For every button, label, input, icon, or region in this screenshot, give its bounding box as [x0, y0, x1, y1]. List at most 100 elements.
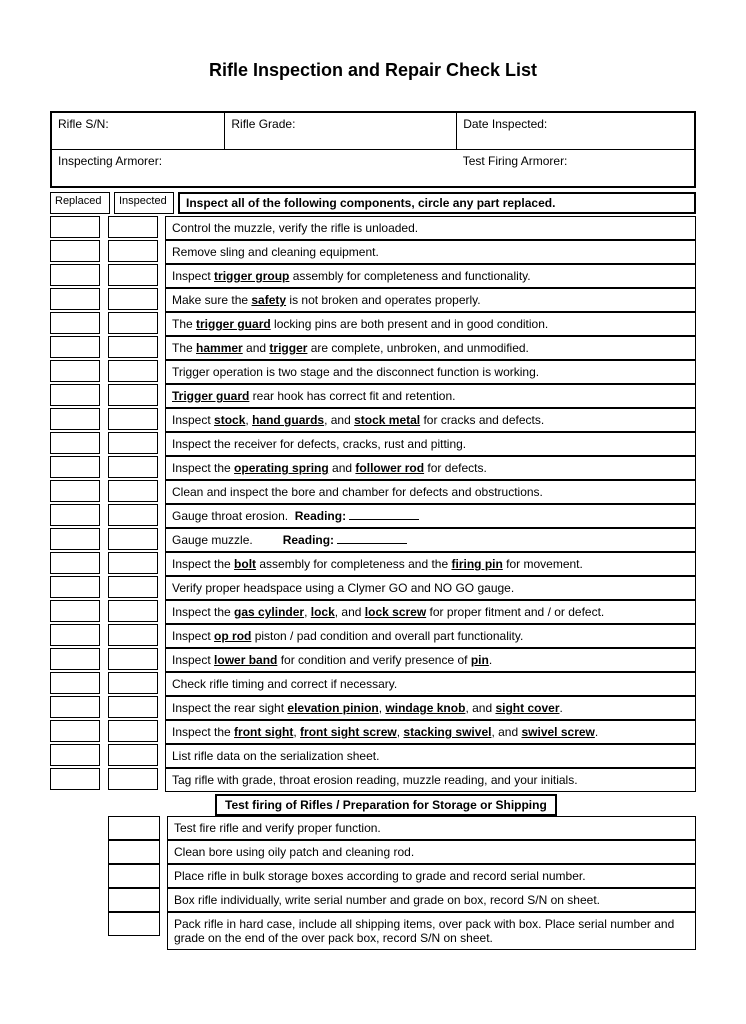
column-header-row: Replaced Inspected Inspect all of the fo…	[50, 192, 696, 214]
replaced-checkbox[interactable]	[50, 336, 100, 358]
replaced-checkbox[interactable]	[50, 720, 100, 742]
replaced-checkbox[interactable]	[50, 672, 100, 694]
check-row: Trigger guard rear hook has correct fit …	[50, 384, 696, 408]
replaced-checkbox[interactable]	[50, 456, 100, 478]
item-text: Trigger guard rear hook has correct fit …	[165, 384, 696, 408]
replaced-checkbox[interactable]	[50, 216, 100, 238]
replaced-checkbox[interactable]	[50, 600, 100, 622]
check-row: Clean and inspect the bore and chamber f…	[50, 480, 696, 504]
replaced-checkbox[interactable]	[50, 528, 100, 550]
replaced-checkbox[interactable]	[50, 312, 100, 334]
testfire-cell[interactable]: Test Firing Armorer:	[457, 150, 695, 188]
inspected-checkbox[interactable]	[108, 336, 158, 358]
replaced-checkbox[interactable]	[50, 504, 100, 526]
inspected-checkbox[interactable]	[108, 864, 160, 888]
inspected-checkbox[interactable]	[108, 600, 158, 622]
check-row: Inspect the gas cylinder, lock, and lock…	[50, 600, 696, 624]
inspected-checkbox[interactable]	[108, 456, 158, 478]
inspected-checkbox[interactable]	[108, 408, 158, 430]
inspected-checkbox[interactable]	[108, 720, 158, 742]
check-row: Inspect the operating spring and followe…	[50, 456, 696, 480]
replaced-checkbox[interactable]	[50, 432, 100, 454]
inspected-checkbox[interactable]	[108, 288, 158, 310]
item-text: Tag rifle with grade, throat erosion rea…	[165, 768, 696, 792]
inspected-checkbox[interactable]	[108, 696, 158, 718]
inspected-checkbox[interactable]	[108, 432, 158, 454]
inspected-checkbox[interactable]	[108, 312, 158, 334]
inspected-checkbox[interactable]	[108, 624, 158, 646]
replaced-checkbox[interactable]	[50, 744, 100, 766]
inspected-checkbox[interactable]	[108, 264, 158, 286]
replaced-checkbox[interactable]	[50, 768, 100, 790]
check-row: The hammer and trigger are complete, unb…	[50, 336, 696, 360]
inspected-checkbox[interactable]	[108, 840, 160, 864]
item-text: Verify proper headspace using a Clymer G…	[165, 576, 696, 600]
replaced-checkbox[interactable]	[50, 696, 100, 718]
item-text: Control the muzzle, verify the rifle is …	[165, 216, 696, 240]
inspected-checkbox[interactable]	[108, 912, 160, 936]
inspected-checkbox[interactable]	[108, 384, 158, 406]
replaced-checkbox[interactable]	[50, 552, 100, 574]
replaced-checkbox[interactable]	[50, 648, 100, 670]
item-text: Check rifle timing and correct if necess…	[165, 672, 696, 696]
check-row: Make sure the safety is not broken and o…	[50, 288, 696, 312]
replaced-checkbox[interactable]	[50, 288, 100, 310]
check-row: Gauge muzzle. Reading:	[50, 528, 696, 552]
item-text: Inspect trigger group assembly for compl…	[165, 264, 696, 288]
item-text: Inspect the receiver for defects, cracks…	[165, 432, 696, 456]
check-row: Inspect the rear sight elevation pinion,…	[50, 696, 696, 720]
inspector-cell[interactable]: Inspecting Armorer:	[51, 150, 457, 188]
item-text: Box rifle individually, write serial num…	[167, 888, 696, 912]
inspected-checkbox[interactable]	[108, 816, 160, 840]
grade-cell[interactable]: Rifle Grade:	[225, 112, 457, 150]
inspected-checkbox[interactable]	[108, 528, 158, 550]
sn-cell[interactable]: Rifle S/N:	[51, 112, 225, 150]
item-text: Inspect the gas cylinder, lock, and lock…	[165, 600, 696, 624]
item-text: Make sure the safety is not broken and o…	[165, 288, 696, 312]
replaced-checkbox[interactable]	[50, 240, 100, 262]
inspected-checkbox[interactable]	[108, 672, 158, 694]
check-row: Inspect the front sight, front sight scr…	[50, 720, 696, 744]
inspected-checkbox[interactable]	[108, 576, 158, 598]
replaced-checkbox[interactable]	[50, 408, 100, 430]
item-text: Inspect stock, hand guards, and stock me…	[165, 408, 696, 432]
item-text: Remove sling and cleaning equipment.	[165, 240, 696, 264]
inspected-checkbox[interactable]	[108, 360, 158, 382]
page-title: Rifle Inspection and Repair Check List	[50, 60, 696, 81]
inspected-checkbox[interactable]	[108, 768, 158, 790]
replaced-checkbox[interactable]	[50, 360, 100, 382]
replaced-checkbox[interactable]	[50, 480, 100, 502]
section2-items: Test fire rifle and verify proper functi…	[50, 816, 696, 950]
check-row: The trigger guard locking pins are both …	[50, 312, 696, 336]
inspected-checkbox[interactable]	[108, 504, 158, 526]
inspected-checkbox[interactable]	[108, 888, 160, 912]
replaced-checkbox[interactable]	[50, 576, 100, 598]
item-text: The hammer and trigger are complete, unb…	[165, 336, 696, 360]
inspected-checkbox[interactable]	[108, 552, 158, 574]
item-text: Inspect op rod piston / pad condition an…	[165, 624, 696, 648]
replaced-checkbox[interactable]	[50, 624, 100, 646]
item-text: Place rifle in bulk storage boxes accord…	[167, 864, 696, 888]
replaced-checkbox[interactable]	[50, 384, 100, 406]
inspected-checkbox[interactable]	[108, 480, 158, 502]
check-row: Trigger operation is two stage and the d…	[50, 360, 696, 384]
inspected-checkbox[interactable]	[108, 744, 158, 766]
section2-row: Pack rifle in hard case, include all shi…	[50, 912, 696, 950]
item-text: Gauge throat erosion. Reading:	[165, 504, 696, 528]
item-text: Inspect the bolt assembly for completene…	[165, 552, 696, 576]
inspected-checkbox[interactable]	[108, 216, 158, 238]
inspected-checkbox[interactable]	[108, 240, 158, 262]
check-row: Inspect the receiver for defects, cracks…	[50, 432, 696, 456]
item-text: Trigger operation is two stage and the d…	[165, 360, 696, 384]
replaced-checkbox[interactable]	[50, 264, 100, 286]
date-cell[interactable]: Date Inspected:	[457, 112, 695, 150]
check-row: List rifle data on the serialization she…	[50, 744, 696, 768]
inspected-header: Inspected	[114, 192, 174, 214]
inspected-checkbox[interactable]	[108, 648, 158, 670]
item-text: Clean bore using oily patch and cleaning…	[167, 840, 696, 864]
check-row: Control the muzzle, verify the rifle is …	[50, 216, 696, 240]
item-text: Inspect the rear sight elevation pinion,…	[165, 696, 696, 720]
check-row: Inspect op rod piston / pad condition an…	[50, 624, 696, 648]
check-row: Gauge throat erosion. Reading:	[50, 504, 696, 528]
replaced-header: Replaced	[50, 192, 110, 214]
